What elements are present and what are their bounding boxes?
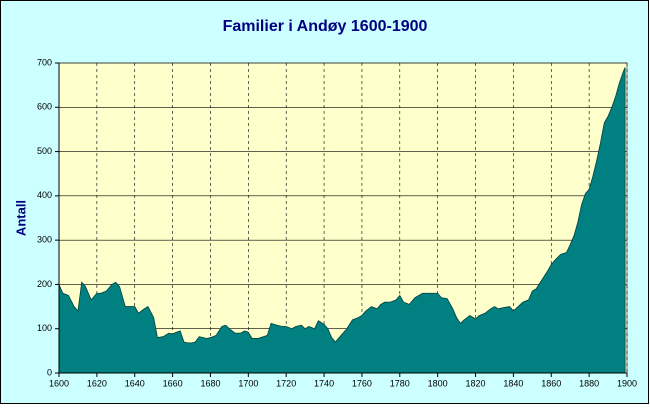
x-tick-label: 1720 (276, 378, 296, 388)
area (58, 67, 626, 374)
y-tick-label: 600 (37, 102, 52, 112)
x-tick-label: 1660 (163, 378, 183, 388)
y-tick-label: 200 (37, 279, 52, 289)
x-tick-label: 1840 (503, 378, 523, 388)
y-tick-label: 300 (37, 235, 52, 245)
x-tick-label: 1680 (200, 378, 220, 388)
y-tick-label: 700 (37, 57, 52, 67)
x-tick-label: 1700 (238, 378, 258, 388)
x-tick-label: 1760 (352, 378, 372, 388)
y-axis-label: Antall (13, 200, 28, 236)
y-tick-label: 500 (37, 146, 52, 156)
x-tick-label: 1880 (579, 378, 599, 388)
y-tick-label: 100 (37, 323, 52, 333)
x-tick-label: 1800 (428, 378, 448, 388)
x-tick-label: 1600 (49, 378, 69, 388)
x-tick-label: 1860 (541, 378, 561, 388)
x-tick-label: 1780 (390, 378, 410, 388)
chart-title: Familier i Andøy 1600-1900 (223, 18, 428, 35)
y-tick-label: 400 (37, 190, 52, 200)
x-tick-label: 1820 (466, 378, 486, 388)
x-tick-label: 1620 (87, 378, 107, 388)
x-tick-label: 1640 (125, 378, 145, 388)
x-tick-label: 1740 (314, 378, 334, 388)
y-tick-label: 0 (47, 367, 52, 377)
x-tick-label: 1900 (617, 378, 637, 388)
